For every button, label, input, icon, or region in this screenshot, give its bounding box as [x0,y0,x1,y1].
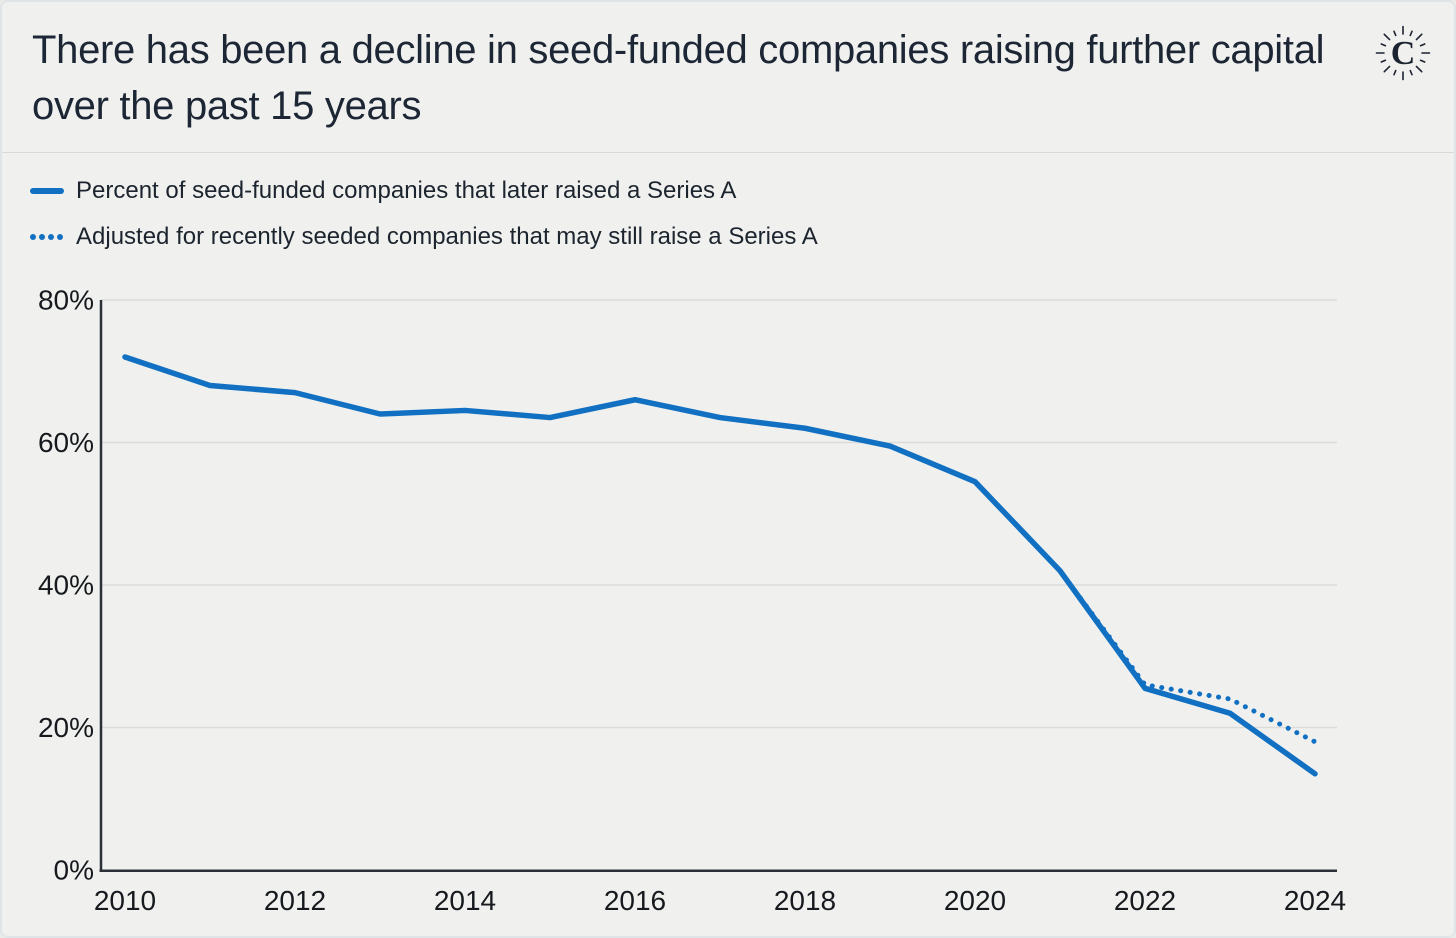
y-axis-tick-label: 60% [38,427,94,458]
legend-item-dotted: Adjusted for recently seeded companies t… [30,214,818,260]
x-axis-tick-label: 2022 [1114,885,1176,916]
x-axis-tick-label: 2012 [264,885,326,916]
logo-ray [1383,65,1391,73]
logo-ray [1415,33,1423,41]
dotted-series-line [887,443,1318,745]
x-axis-tick-label: 2016 [604,885,666,916]
x-axis-tick-label: 2010 [94,885,156,916]
solid-line-icon [30,188,64,194]
carta-sunburst-logo: C [1375,25,1431,81]
logo-ray [1383,33,1391,41]
x-axis-tick-label: 2018 [774,885,836,916]
logo-ray [1380,59,1387,63]
solid-series-line [122,354,1318,777]
dotted-line-icon [30,234,64,240]
y-axis-tick-label: 80% [38,285,94,316]
y-axis-tick-label: 40% [38,570,94,601]
legend-label: Adjusted for recently seeded companies t… [76,223,818,250]
y-axis-tick-label: 0% [54,855,94,886]
x-axis-tick-label: 2024 [1284,885,1346,916]
logo-ray [1419,59,1426,63]
logo-letter: C [1391,35,1416,72]
logo-ray [1393,30,1397,37]
logo-ray [1409,30,1413,37]
x-axis-tick-label: 2020 [944,885,1006,916]
logo-ray [1393,69,1397,76]
legend: Percent of seed-funded companies that la… [30,168,818,260]
logo-ray [1380,43,1387,47]
logo-rays [1375,25,1431,81]
logo-ray [1415,65,1423,73]
legend-label: Percent of seed-funded companies that la… [76,177,737,204]
logo-ray [1409,69,1413,76]
chart-header: There has been a decline in seed-funded … [2,2,1454,153]
y-axis-tick-label: 20% [38,712,94,743]
x-axis-tick-label: 2014 [434,885,496,916]
chart-title: There has been a decline in seed-funded … [32,28,1325,128]
logo-ray [1419,43,1426,47]
legend-item-solid: Percent of seed-funded companies that la… [30,168,818,214]
